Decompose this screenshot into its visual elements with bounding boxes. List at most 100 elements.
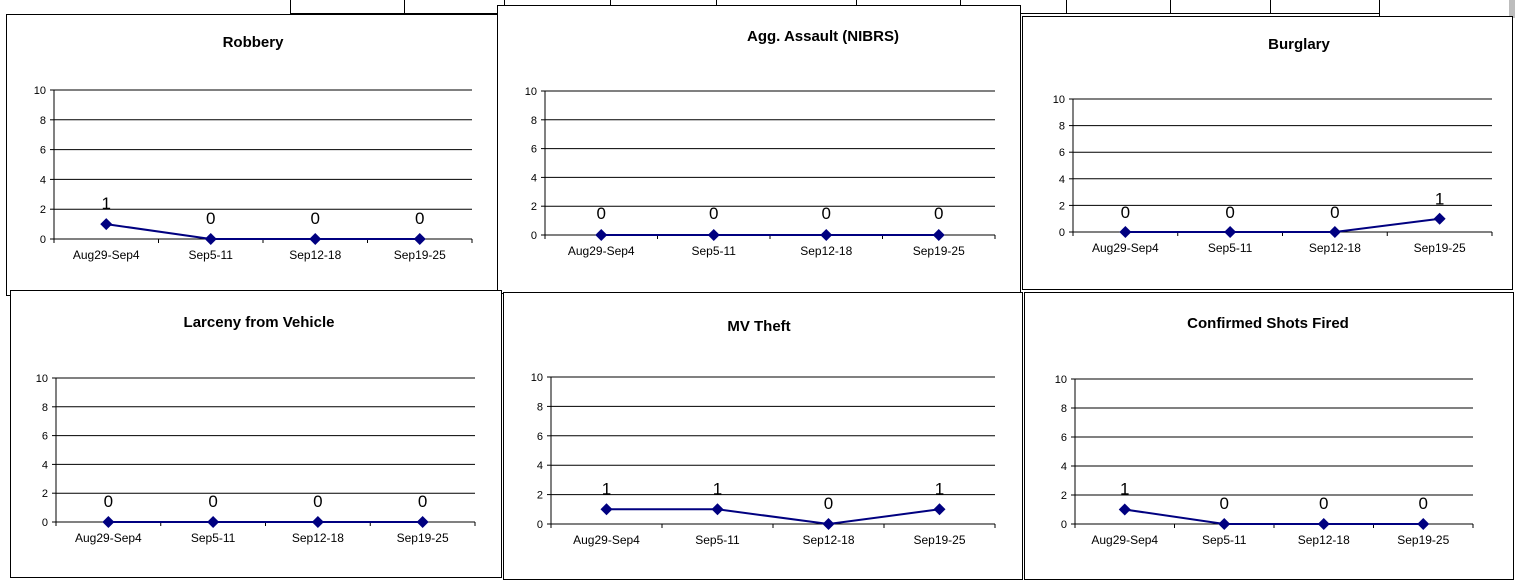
chart-panel-confirmed-shots-fired: Confirmed Shots Fired 0 2 4 6 8 10 Aug29-Sep4 Se… — [1024, 292, 1514, 580]
data-point — [1118, 503, 1131, 516]
table-corner-cell — [1379, 0, 1515, 18]
y-tick-label: 10 — [36, 373, 48, 385]
data-label: 0 — [1121, 203, 1130, 222]
data-label: 0 — [415, 209, 424, 228]
data-label: 0 — [206, 209, 215, 228]
data-point — [707, 229, 720, 241]
data-point — [207, 516, 220, 528]
chart-title: Confirmed Shots Fired — [1187, 315, 1349, 332]
chart-title: MV Theft — [727, 318, 790, 335]
data-label: 1 — [1120, 480, 1129, 499]
chart-svg: Agg. Assault (NIBRS) 0 2 4 6 8 10 Aug29-Sep4 Sep… — [525, 28, 996, 258]
chart-title: Burglary — [1268, 36, 1330, 53]
data-label: 0 — [709, 204, 718, 223]
table-cell-divider — [1170, 0, 1171, 14]
y-tick-label: 2 — [1059, 200, 1065, 212]
x-tick-label: Sep12-18 — [802, 533, 854, 547]
x-tick-label: Sep19-25 — [1397, 533, 1449, 547]
data-point — [204, 233, 217, 245]
y-tick-label: 4 — [42, 459, 48, 471]
data-point — [595, 229, 608, 241]
series-line — [1125, 217, 1440, 233]
series-line — [106, 223, 420, 240]
data-label: 0 — [1225, 203, 1234, 222]
x-tick-label: Sep12-18 — [289, 248, 341, 262]
chart-title: Larceny from Vehicle — [184, 314, 335, 331]
data-point — [309, 233, 322, 245]
x-tick-label: Aug29-Sep4 — [568, 244, 635, 258]
data-label: 0 — [1220, 494, 1229, 513]
y-tick-label: 8 — [1059, 121, 1065, 133]
y-tick-label: 2 — [40, 204, 46, 216]
chart-panel-larceny-from-vehicle: Larceny from Vehicle 0 2 4 6 8 10 Aug29-Sep4 Sep… — [10, 290, 502, 578]
y-tick-label: 2 — [531, 201, 537, 213]
data-label: 0 — [934, 204, 943, 223]
y-tick-label: 10 — [525, 86, 537, 98]
y-tick-label: 0 — [1059, 227, 1065, 239]
y-tick-label: 2 — [42, 488, 48, 500]
y-tick-label: 2 — [1061, 490, 1067, 502]
data-point — [1417, 518, 1430, 530]
x-tick-label: Sep5-11 — [692, 244, 737, 258]
x-tick-label: Sep5-11 — [189, 248, 234, 262]
y-tick-label: 4 — [1061, 461, 1067, 473]
x-tick-label: Sep19-25 — [394, 248, 446, 262]
data-label: 1 — [935, 479, 944, 498]
y-tick-label: 6 — [40, 145, 46, 157]
y-tick-label: 0 — [537, 519, 543, 531]
y-tick-label: 2 — [537, 490, 543, 502]
series-line — [606, 508, 940, 526]
data-point — [1328, 226, 1341, 238]
y-tick-label: 0 — [531, 230, 537, 242]
x-tick-label: Sep5-11 — [1208, 241, 1253, 255]
y-tick-label: 4 — [40, 174, 46, 186]
data-label: 1 — [1435, 190, 1444, 209]
data-point — [1218, 518, 1231, 530]
x-tick-label: Sep5-11 — [695, 533, 740, 547]
data-label: 0 — [104, 492, 113, 511]
data-point — [1433, 212, 1446, 225]
y-tick-label: 6 — [537, 431, 543, 443]
data-label: 0 — [1419, 494, 1428, 513]
data-point — [100, 218, 113, 231]
x-tick-label: Aug29-Sep4 — [73, 248, 140, 262]
y-tick-label: 8 — [531, 115, 537, 127]
data-label: 0 — [824, 494, 833, 513]
data-point — [600, 503, 613, 516]
series-line — [1124, 508, 1424, 525]
data-point — [1317, 518, 1330, 530]
table-cell-divider — [404, 0, 405, 14]
x-tick-label: Aug29-Sep4 — [75, 531, 142, 545]
x-tick-label: Aug29-Sep4 — [573, 533, 640, 547]
scroll-shade — [1509, 0, 1515, 18]
table-cell-divider — [1066, 0, 1067, 14]
table-cell-divider — [290, 0, 291, 14]
data-label: 0 — [822, 204, 831, 223]
data-label: 1 — [602, 479, 611, 498]
chart-title: Robbery — [223, 34, 285, 51]
data-point — [820, 229, 833, 241]
data-point — [1224, 226, 1237, 238]
data-label: 0 — [1330, 203, 1339, 222]
data-label: 1 — [713, 479, 722, 498]
y-tick-label: 10 — [1053, 94, 1065, 106]
chart-panel-robbery: Robbery 0 2 4 6 8 10 Aug29-Sep4 Sep5-11 Sep12-18 S… — [6, 14, 498, 296]
data-point — [933, 503, 946, 516]
chart-panel-agg-assault: Agg. Assault (NIBRS) 0 2 4 6 8 10 Aug29-Sep4 Sep… — [497, 5, 1021, 294]
x-tick-label: Sep12-18 — [292, 531, 344, 545]
y-tick-label: 10 — [34, 85, 46, 97]
x-tick-label: Sep12-18 — [1298, 533, 1350, 547]
data-label: 0 — [311, 209, 320, 228]
y-tick-label: 10 — [531, 372, 543, 384]
y-tick-label: 0 — [1061, 519, 1067, 531]
y-tick-label: 6 — [1059, 147, 1065, 159]
data-label: 1 — [102, 194, 111, 213]
data-point — [822, 518, 835, 530]
data-label: 0 — [313, 492, 322, 511]
y-tick-label: 0 — [42, 517, 48, 529]
data-label: 0 — [597, 204, 606, 223]
